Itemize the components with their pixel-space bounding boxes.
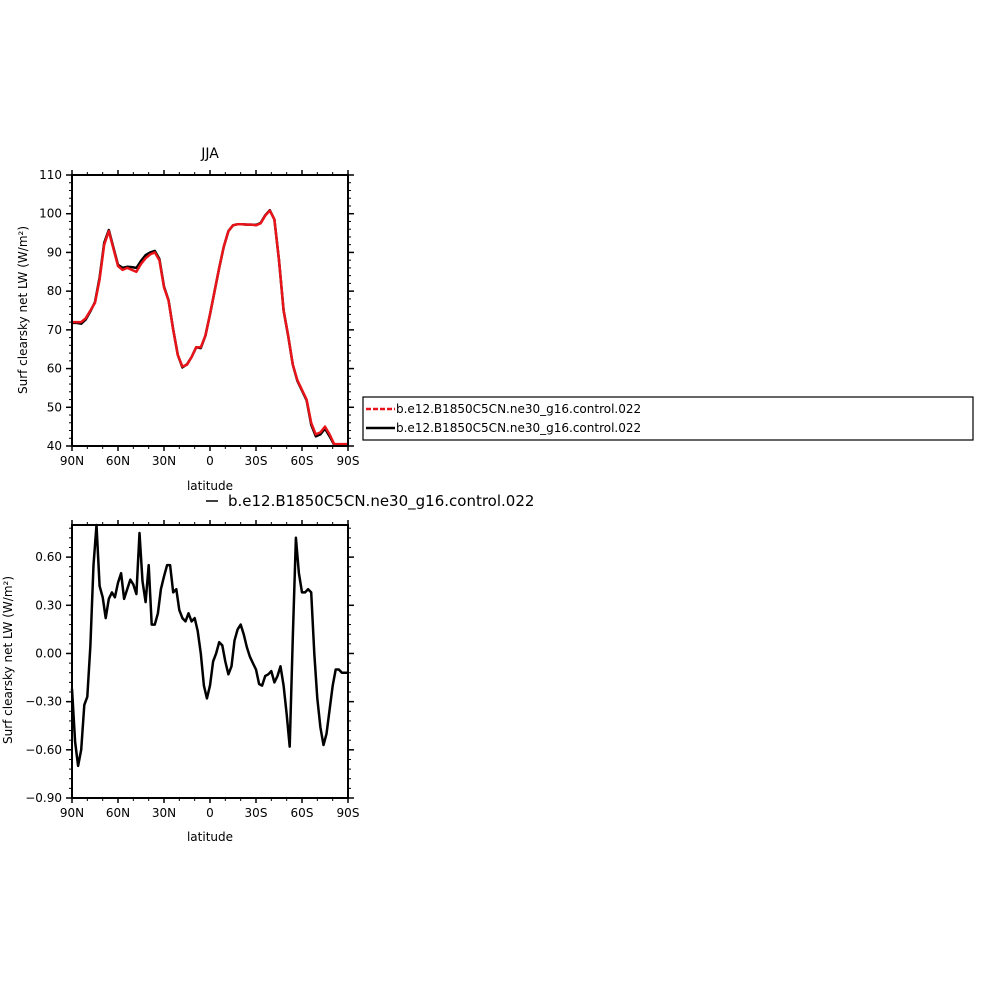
bottom-panel-xtick-label: 0 <box>206 806 214 820</box>
top-panel-ytick-label: 100 <box>39 207 62 221</box>
bottom-panel-xlabel: latitude <box>187 830 233 844</box>
top-panel-ytick-label: 70 <box>47 323 62 337</box>
bottom-panel-ytick-label: −0.30 <box>25 695 62 709</box>
top-panel-xlabel: latitude <box>187 479 233 493</box>
top-panel-xtick-label: 90S <box>337 454 360 468</box>
bottom-panel-ytick-label: 0.30 <box>35 598 62 612</box>
top-panel-xtick-label: 60S <box>291 454 314 468</box>
bottom-panel-series-line-0 <box>70 523 348 768</box>
top-panel-ytick-label: 90 <box>47 245 62 259</box>
bottom-panel-xtick-label: 90S <box>337 806 360 820</box>
bottom-panel-frame <box>71 524 349 799</box>
bottom-panel-ytick-label: 0.60 <box>35 550 62 564</box>
bottom-panel-xtick-label: 90N <box>60 806 84 820</box>
top-panel-xtick-label: 0 <box>206 454 214 468</box>
legend-box <box>362 396 974 441</box>
top-panel-xtick-label: 30S <box>245 454 268 468</box>
bottom-panel-series <box>70 523 348 768</box>
top-panel-ytick-label: 40 <box>47 439 62 453</box>
top-panel-series-line-1 <box>72 209 348 446</box>
top-panel: JJA 90N 60N 30N 0 30S 60S 90S 40 50 60 70 80 90 100 11… <box>16 146 359 493</box>
bottom-panel-xtick-label: 30S <box>245 806 268 820</box>
bottom-panel-xtick-label: 30N <box>152 806 176 820</box>
bottom-panel-ytick-label: 0.00 <box>35 646 62 660</box>
legend-entry-control: b.e12.B1850C5CN.ne30_g16.control.022 <box>396 421 641 435</box>
top-panel-series <box>72 208 348 447</box>
top-panel-ytick-label: 60 <box>47 362 62 376</box>
bottom-panel-xtick-label: 60S <box>291 806 314 820</box>
bottom-panel-ylabel: Surf clearsky net LW (W/m²) <box>1 576 15 744</box>
top-panel-xtick-label: 30N <box>152 454 176 468</box>
bottom-legend-entry: b.e12.B1850C5CN.ne30_g16.control.022 <box>228 492 534 511</box>
top-panel-title: JJA <box>200 146 219 162</box>
top-panel-frame <box>71 174 349 447</box>
top-panel-xtick-label: 90N <box>60 454 84 468</box>
legend-entry-test: b.e12.B1850C5CN.ne30_g16.control.022 <box>396 402 641 416</box>
top-panel-ytick-label: 80 <box>47 284 62 298</box>
bottom-panel-ticks: 90N 60N 30N 0 30S 60S 90S −0.90 −0.60 −0.30 0.00 0.… <box>25 520 359 820</box>
bottom-panel-ytick-label: −0.60 <box>25 743 62 757</box>
bottom-panel-ytick-label: −0.90 <box>25 791 62 805</box>
top-panel-ytick-label: 50 <box>47 400 62 414</box>
top-panel-ylabel: Surf clearsky net LW (W/m²) <box>16 226 30 394</box>
bottom-panel-xtick-label: 60N <box>106 806 130 820</box>
top-panel-xtick-label: 60N <box>106 454 130 468</box>
top-panel-legend: b.e12.B1850C5CN.ne30_g16.control.022 b.e… <box>362 396 974 441</box>
bottom-panel: b.e12.B1850C5CN.ne30_g16.control.022 90N… <box>1 492 534 844</box>
top-panel-ytick-label: 110 <box>39 168 62 182</box>
